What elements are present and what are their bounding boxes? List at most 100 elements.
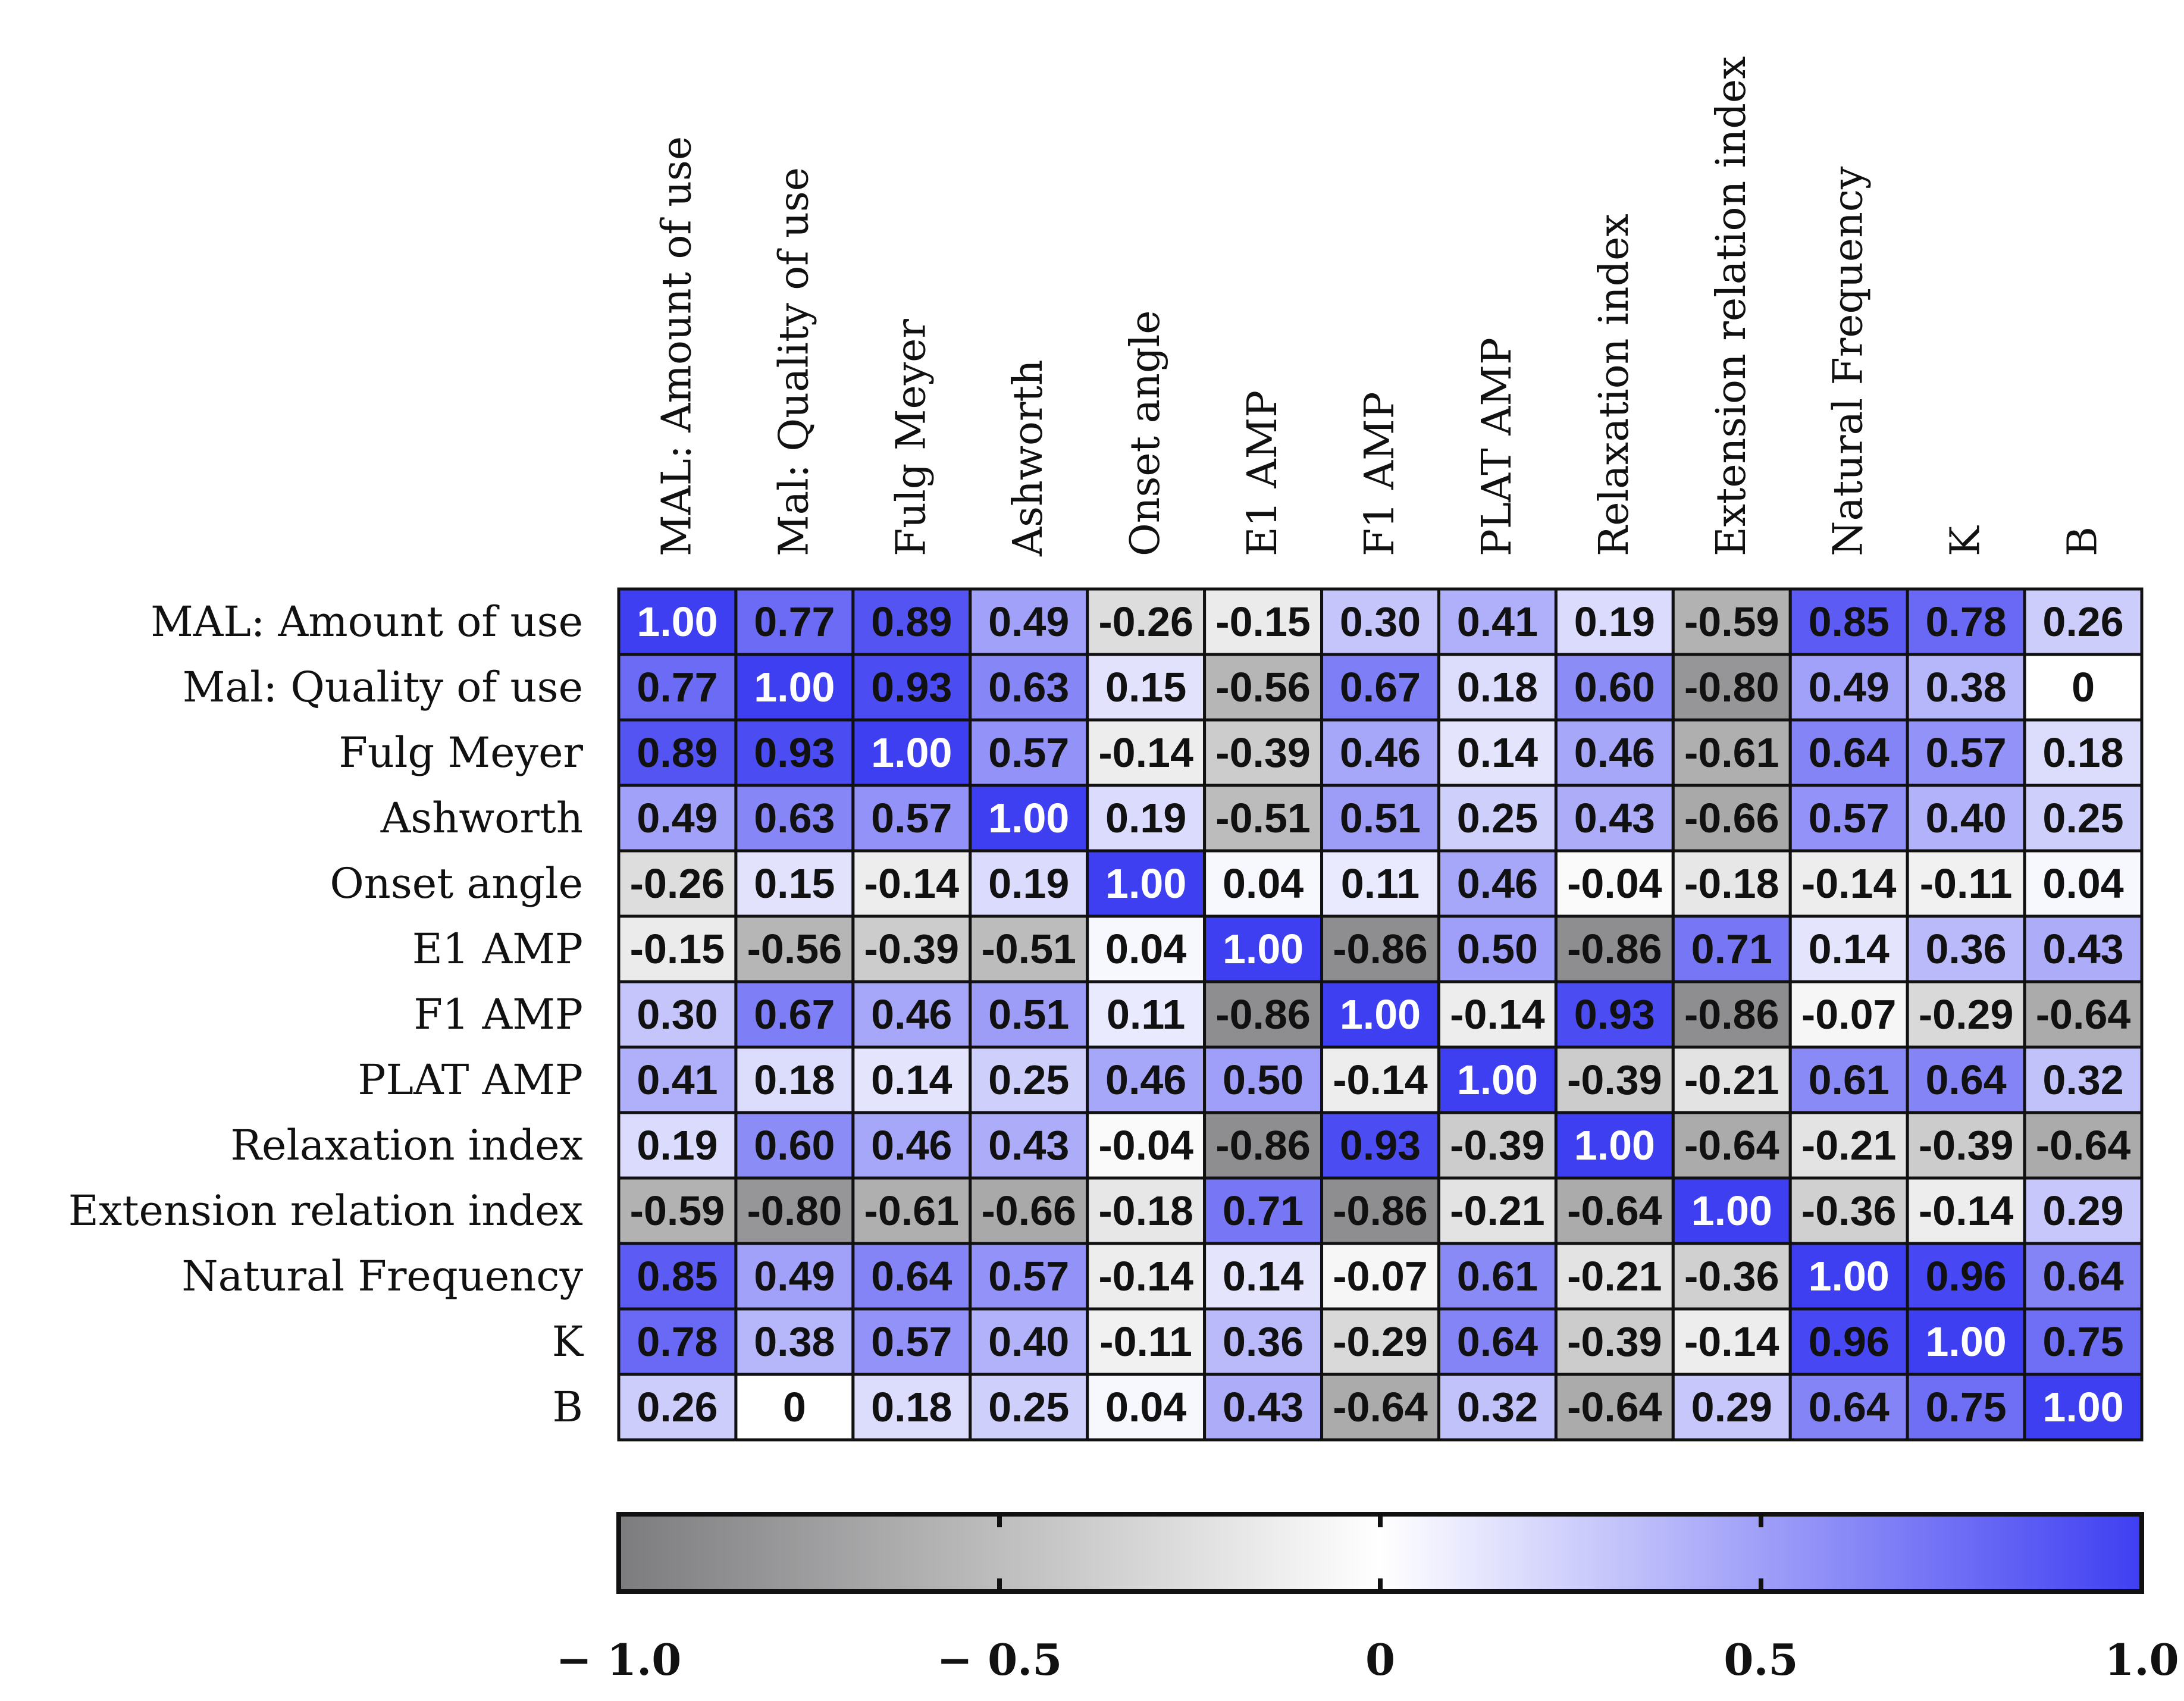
cell-value-label: 0.49 bbox=[754, 1253, 835, 1299]
heatmap-cell bbox=[969, 1176, 1089, 1245]
column-labels: MAL: Amount of use Mal: Quality of use Ful… bbox=[653, 57, 2106, 557]
heatmap-cell bbox=[1086, 1176, 1207, 1245]
cell-value-label: -0.18 bbox=[1098, 1188, 1193, 1234]
heatmap-cell bbox=[969, 653, 1089, 722]
cell-value-label: -0.39 bbox=[1567, 1318, 1662, 1365]
heatmap-cell bbox=[1203, 1045, 1324, 1114]
cell-value-label: -0.39 bbox=[1567, 1057, 1662, 1103]
cell-value-label: 0 bbox=[2072, 664, 2095, 710]
cell-value-label: -0.56 bbox=[1215, 664, 1311, 710]
cell-value-label: 0.18 bbox=[754, 1057, 835, 1103]
cell-value-label: 0.93 bbox=[754, 729, 835, 776]
cell-value-label: -0.07 bbox=[1801, 991, 1897, 1038]
heatmap-cell bbox=[851, 849, 972, 918]
colorbar-tick-label: − 0.5 bbox=[937, 1634, 1063, 1685]
cell-value-label: 0.96 bbox=[1809, 1318, 1890, 1365]
heatmap-cell bbox=[1437, 1045, 1558, 1114]
cell-value-label: -0.14 bbox=[1450, 991, 1545, 1038]
cell-value-label: 0.61 bbox=[1457, 1253, 1538, 1299]
heatmap-cell bbox=[1671, 1176, 1792, 1245]
cell-value-label: 0.25 bbox=[1457, 795, 1538, 841]
heatmap-cell bbox=[1671, 914, 1792, 983]
cell-value-label: -0.14 bbox=[1098, 1253, 1193, 1299]
cell-value-label: 0.77 bbox=[754, 599, 835, 645]
heatmap-cell bbox=[734, 1242, 855, 1311]
heatmap-cell bbox=[1788, 914, 1909, 983]
cell-value-label: 0.19 bbox=[1105, 795, 1186, 841]
heatmap-cell bbox=[1437, 1111, 1558, 1180]
cell-value-label: -0.61 bbox=[1684, 729, 1779, 776]
cell-value-label: 0.75 bbox=[2042, 1318, 2123, 1365]
cell-value-label: 0.41 bbox=[637, 1057, 717, 1103]
cell-value-label: 0.46 bbox=[1457, 860, 1538, 907]
cell-value-label: 0.57 bbox=[871, 1318, 952, 1365]
heatmap-cell bbox=[1086, 1307, 1207, 1376]
cell-value-label: 0.29 bbox=[1691, 1384, 1772, 1430]
cell-value-label: 0.46 bbox=[871, 991, 952, 1038]
cell-value-label: -0.66 bbox=[981, 1188, 1076, 1234]
cell-value-label: -0.14 bbox=[1333, 1057, 1428, 1103]
cell-value-label: 0.26 bbox=[2042, 599, 2123, 645]
cell-value-label: -0.15 bbox=[1215, 599, 1311, 645]
col-label-mal-quality-of-use: Mal: Quality of use bbox=[770, 167, 817, 556]
cell-value-label: 1.00 bbox=[1223, 926, 1303, 972]
cell-value-label: 1.00 bbox=[1105, 860, 1186, 907]
cell-value-label: 0.36 bbox=[1223, 1318, 1303, 1365]
cell-value-label: 0.71 bbox=[1223, 1188, 1303, 1234]
cell-value-label: 0.85 bbox=[1809, 599, 1890, 645]
cell-value-label: 0.46 bbox=[1340, 729, 1421, 776]
heatmap-cell bbox=[1203, 587, 1324, 656]
heatmap-cell bbox=[1906, 587, 2026, 656]
col-label-extension-relation-index: Extension relation index bbox=[1708, 57, 1755, 556]
cell-value-label: 0.43 bbox=[2042, 926, 2123, 972]
heatmap-cell bbox=[1320, 1045, 1440, 1114]
cell-value-label: -0.11 bbox=[1099, 1318, 1192, 1365]
heatmap-cells: 1.00 0.77 0.89 0.49 -0.26 -0.15 0.30 0.41 0.19 -0… bbox=[617, 587, 2144, 1442]
cell-value-label: 0.60 bbox=[1574, 664, 1655, 710]
heatmap-cell bbox=[617, 653, 738, 722]
cell-value-label: -0.39 bbox=[1215, 729, 1311, 776]
heatmap-border bbox=[617, 587, 2144, 1442]
cell-value-label: 0.38 bbox=[754, 1318, 835, 1365]
heatmap-cell bbox=[969, 1307, 1089, 1376]
cell-value-label: -0.11 bbox=[1920, 860, 2013, 907]
heatmap-cell bbox=[734, 849, 855, 918]
row-label-fulg-meyer: Fulg Meyer bbox=[339, 728, 583, 777]
heatmap-cell bbox=[1554, 653, 1675, 722]
cell-value-label: 0.46 bbox=[1105, 1057, 1186, 1103]
cell-value-label: -0.64 bbox=[2036, 1122, 2131, 1169]
cell-value-label: 0.67 bbox=[754, 991, 835, 1038]
heatmap-cell bbox=[1788, 1045, 1909, 1114]
cell-value-label: 0.46 bbox=[871, 1122, 952, 1169]
heatmap-cell bbox=[969, 1242, 1089, 1311]
heatmap-cell bbox=[1320, 784, 1440, 853]
cell-value-label: -0.64 bbox=[1333, 1384, 1428, 1430]
cell-value-label: -0.36 bbox=[1801, 1188, 1897, 1234]
cell-value-label: -0.86 bbox=[1567, 926, 1662, 972]
row-labels: MAL: Amount of use Mal: Quality of use Ful… bbox=[68, 597, 584, 1431]
heatmap-cell bbox=[851, 980, 972, 1049]
cell-value-label: 1.00 bbox=[871, 729, 952, 776]
heatmap-cell bbox=[1320, 980, 1440, 1049]
heatmap-cell bbox=[1906, 1045, 2026, 1114]
cell-value-label: -0.29 bbox=[1333, 1318, 1428, 1365]
cell-value-label: 0.51 bbox=[1340, 795, 1421, 841]
heatmap-cell bbox=[969, 914, 1089, 983]
cell-value-label: -0.26 bbox=[1098, 599, 1193, 645]
heatmap-cell bbox=[1554, 914, 1675, 983]
cell-value-label: 0.78 bbox=[1925, 599, 2006, 645]
cell-value-label: -0.80 bbox=[747, 1188, 842, 1234]
cell-value-label: 0.25 bbox=[2042, 795, 2123, 841]
cell-value-label: 0.30 bbox=[637, 991, 717, 1038]
heatmap-cell bbox=[1437, 914, 1558, 983]
heatmap-cell bbox=[1671, 718, 1792, 787]
cell-value-label: 1.00 bbox=[1691, 1188, 1772, 1234]
heatmap-cell bbox=[2023, 980, 2144, 1049]
cell-value-label: -0.86 bbox=[1684, 991, 1779, 1038]
cell-value-label: 0.29 bbox=[2042, 1188, 2123, 1234]
cell-value-label: 0.75 bbox=[1925, 1384, 2006, 1430]
cell-value-label: -0.59 bbox=[1684, 599, 1779, 645]
colorbar-tick-label: 0.5 bbox=[1724, 1634, 1798, 1685]
heatmap-cell bbox=[1906, 784, 2026, 853]
cell-value-label: 0.04 bbox=[1105, 1384, 1186, 1430]
